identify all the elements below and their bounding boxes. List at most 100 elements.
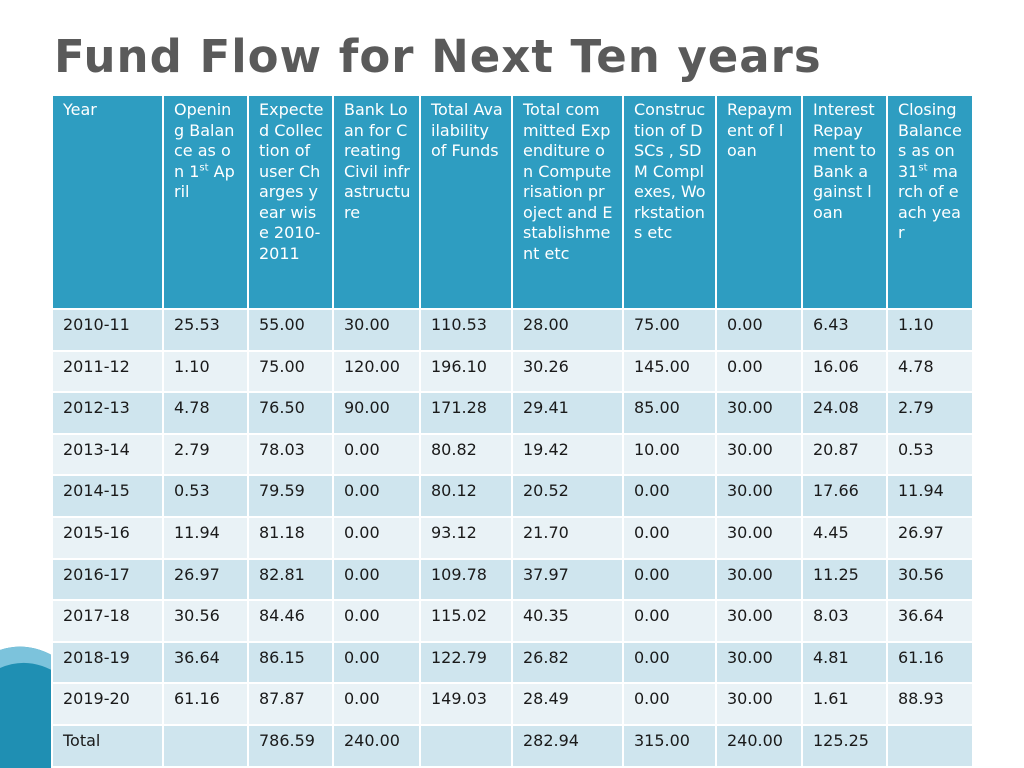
- table-cell: 282.94: [511, 723, 624, 768]
- table-row-year-cell: 2015-16: [51, 515, 164, 560]
- table-cell: 0.53: [886, 432, 974, 477]
- table-cell: 26.97: [886, 515, 974, 560]
- table-cell: 30.56: [162, 599, 249, 643]
- table-row: 2013-14 2.79 78.03 0.00 80.82 19.42 10.00 30.00…: [51, 432, 974, 477]
- table-cell: 36.64: [162, 640, 249, 685]
- column-header-expected-collection: Expected Collection of user Charges year…: [247, 94, 334, 310]
- table-cell: 171.28: [419, 391, 513, 435]
- table-cell: 0.00: [332, 599, 421, 643]
- table-cell: 30.00: [715, 557, 803, 602]
- table-cell: 88.93: [886, 682, 974, 726]
- table-cell: 0.00: [622, 682, 717, 726]
- table-row: 2015-16 11.94 81.18 0.00 93.12 21.70 0.00 30.00…: [51, 515, 974, 560]
- table-cell: 36.64: [886, 599, 974, 643]
- table-cell: 240.00: [332, 723, 421, 768]
- column-header-interest-repayment: Interest Repayment to Bank against loan: [801, 94, 888, 310]
- table-cell: [162, 723, 249, 768]
- table-cell: 30.00: [715, 515, 803, 560]
- table-cell: 19.42: [511, 432, 624, 477]
- table-row: 2010-11 25.53 55.00 30.00 110.53 28.00 75.00 0.…: [51, 308, 974, 352]
- table-cell: 30.00: [332, 308, 421, 352]
- table-cell: 85.00: [622, 391, 717, 435]
- table-cell: 2.79: [886, 391, 974, 435]
- table-cell: 0.00: [332, 557, 421, 602]
- table-cell: 28.49: [511, 682, 624, 726]
- table-cell: 0.00: [622, 599, 717, 643]
- table-cell: 115.02: [419, 599, 513, 643]
- slide-title: Fund Flow for Next Ten years: [54, 30, 822, 83]
- table-row-year-cell: Total: [51, 723, 164, 768]
- table-cell: 11.94: [162, 515, 249, 560]
- table-cell: 84.46: [247, 599, 334, 643]
- table-cell: 93.12: [419, 515, 513, 560]
- table-row: 2018-19 36.64 86.15 0.00 122.79 26.82 0.00 30.0…: [51, 640, 974, 685]
- column-header-bank-loan: Bank Loan for Creating Civil infrastruct…: [332, 94, 421, 310]
- table-cell: [419, 723, 513, 768]
- fund-flow-table: Year Opening Balance as on 1st April Expe…: [51, 94, 974, 768]
- table-cell: 81.18: [247, 515, 334, 560]
- table-row-year-cell: 2016-17: [51, 557, 164, 602]
- table-cell: 149.03: [419, 682, 513, 726]
- table-row-year-cell: 2012-13: [51, 391, 164, 435]
- column-header-year: Year: [51, 94, 164, 310]
- table-cell: 0.00: [622, 474, 717, 518]
- table-cell: 28.00: [511, 308, 624, 352]
- table-cell: 2.79: [162, 432, 249, 477]
- table-cell: 30.00: [715, 599, 803, 643]
- table-cell: 145.00: [622, 349, 717, 394]
- table-body: 2010-11 25.53 55.00 30.00 110.53 28.00 75.00 0.…: [51, 308, 974, 768]
- table-cell: 30.00: [715, 391, 803, 435]
- table-cell: 16.06: [801, 349, 888, 394]
- column-header-opening-balance: Opening Balance as on 1st April: [162, 94, 249, 310]
- column-header-total-availability: Total Availability of Funds: [419, 94, 513, 310]
- table-row-year-cell: 2019-20: [51, 682, 164, 726]
- table-cell: 196.10: [419, 349, 513, 394]
- table-cell: 20.52: [511, 474, 624, 518]
- table-cell: 0.00: [332, 640, 421, 685]
- table-cell: 26.82: [511, 640, 624, 685]
- table-cell: 17.66: [801, 474, 888, 518]
- table-cell: 29.41: [511, 391, 624, 435]
- table-cell: 122.79: [419, 640, 513, 685]
- table-cell: 21.70: [511, 515, 624, 560]
- table-cell: [886, 723, 974, 768]
- table-cell: 4.78: [886, 349, 974, 394]
- table-row-year-cell: 2017-18: [51, 599, 164, 643]
- table-cell: 11.94: [886, 474, 974, 518]
- table-cell: 8.03: [801, 599, 888, 643]
- table-cell: 37.97: [511, 557, 624, 602]
- table-cell: 110.53: [419, 308, 513, 352]
- table-row: 2016-17 26.97 82.81 0.00 109.78 37.97 0.00 30.0…: [51, 557, 974, 602]
- table-cell: 55.00: [247, 308, 334, 352]
- table-cell: 315.00: [622, 723, 717, 768]
- table-cell: 0.53: [162, 474, 249, 518]
- table-cell: 11.25: [801, 557, 888, 602]
- table-cell: 0.00: [332, 474, 421, 518]
- table-cell: 80.82: [419, 432, 513, 477]
- table-cell: 0.00: [622, 557, 717, 602]
- table-cell: 61.16: [886, 640, 974, 685]
- table-cell: 30.00: [715, 640, 803, 685]
- table-cell: 30.56: [886, 557, 974, 602]
- table-row: 2019-20 61.16 87.87 0.00 149.03 28.49 0.00 30.0…: [51, 682, 974, 726]
- table-row-year-cell: 2018-19: [51, 640, 164, 685]
- table-cell: 90.00: [332, 391, 421, 435]
- table-cell: 25.53: [162, 308, 249, 352]
- column-header-repayment-of-loan: Repayment of loan: [715, 94, 803, 310]
- table-cell: 30.00: [715, 474, 803, 518]
- table-cell: 0.00: [715, 349, 803, 394]
- table-row-year-cell: 2014-15: [51, 474, 164, 518]
- table-cell: 0.00: [332, 515, 421, 560]
- table-row-year-cell: 2010-11: [51, 308, 164, 352]
- table-cell: 30.00: [715, 682, 803, 726]
- table-row: 2017-18 30.56 84.46 0.00 115.02 40.35 0.00 30.0…: [51, 599, 974, 643]
- table-cell: 79.59: [247, 474, 334, 518]
- column-header-total-committed-expenditure: Total committed Expenditure on Computeri…: [511, 94, 624, 310]
- table-row: 2014-15 0.53 79.59 0.00 80.12 20.52 0.00 30.00 1…: [51, 474, 974, 518]
- table-header-row: Year Opening Balance as on 1st April Expe…: [51, 94, 974, 310]
- table-cell: 80.12: [419, 474, 513, 518]
- table-cell: 10.00: [622, 432, 717, 477]
- table-cell: 86.15: [247, 640, 334, 685]
- column-header-construction: Construction of DSCs , SDM Complexes, Wo…: [622, 94, 717, 310]
